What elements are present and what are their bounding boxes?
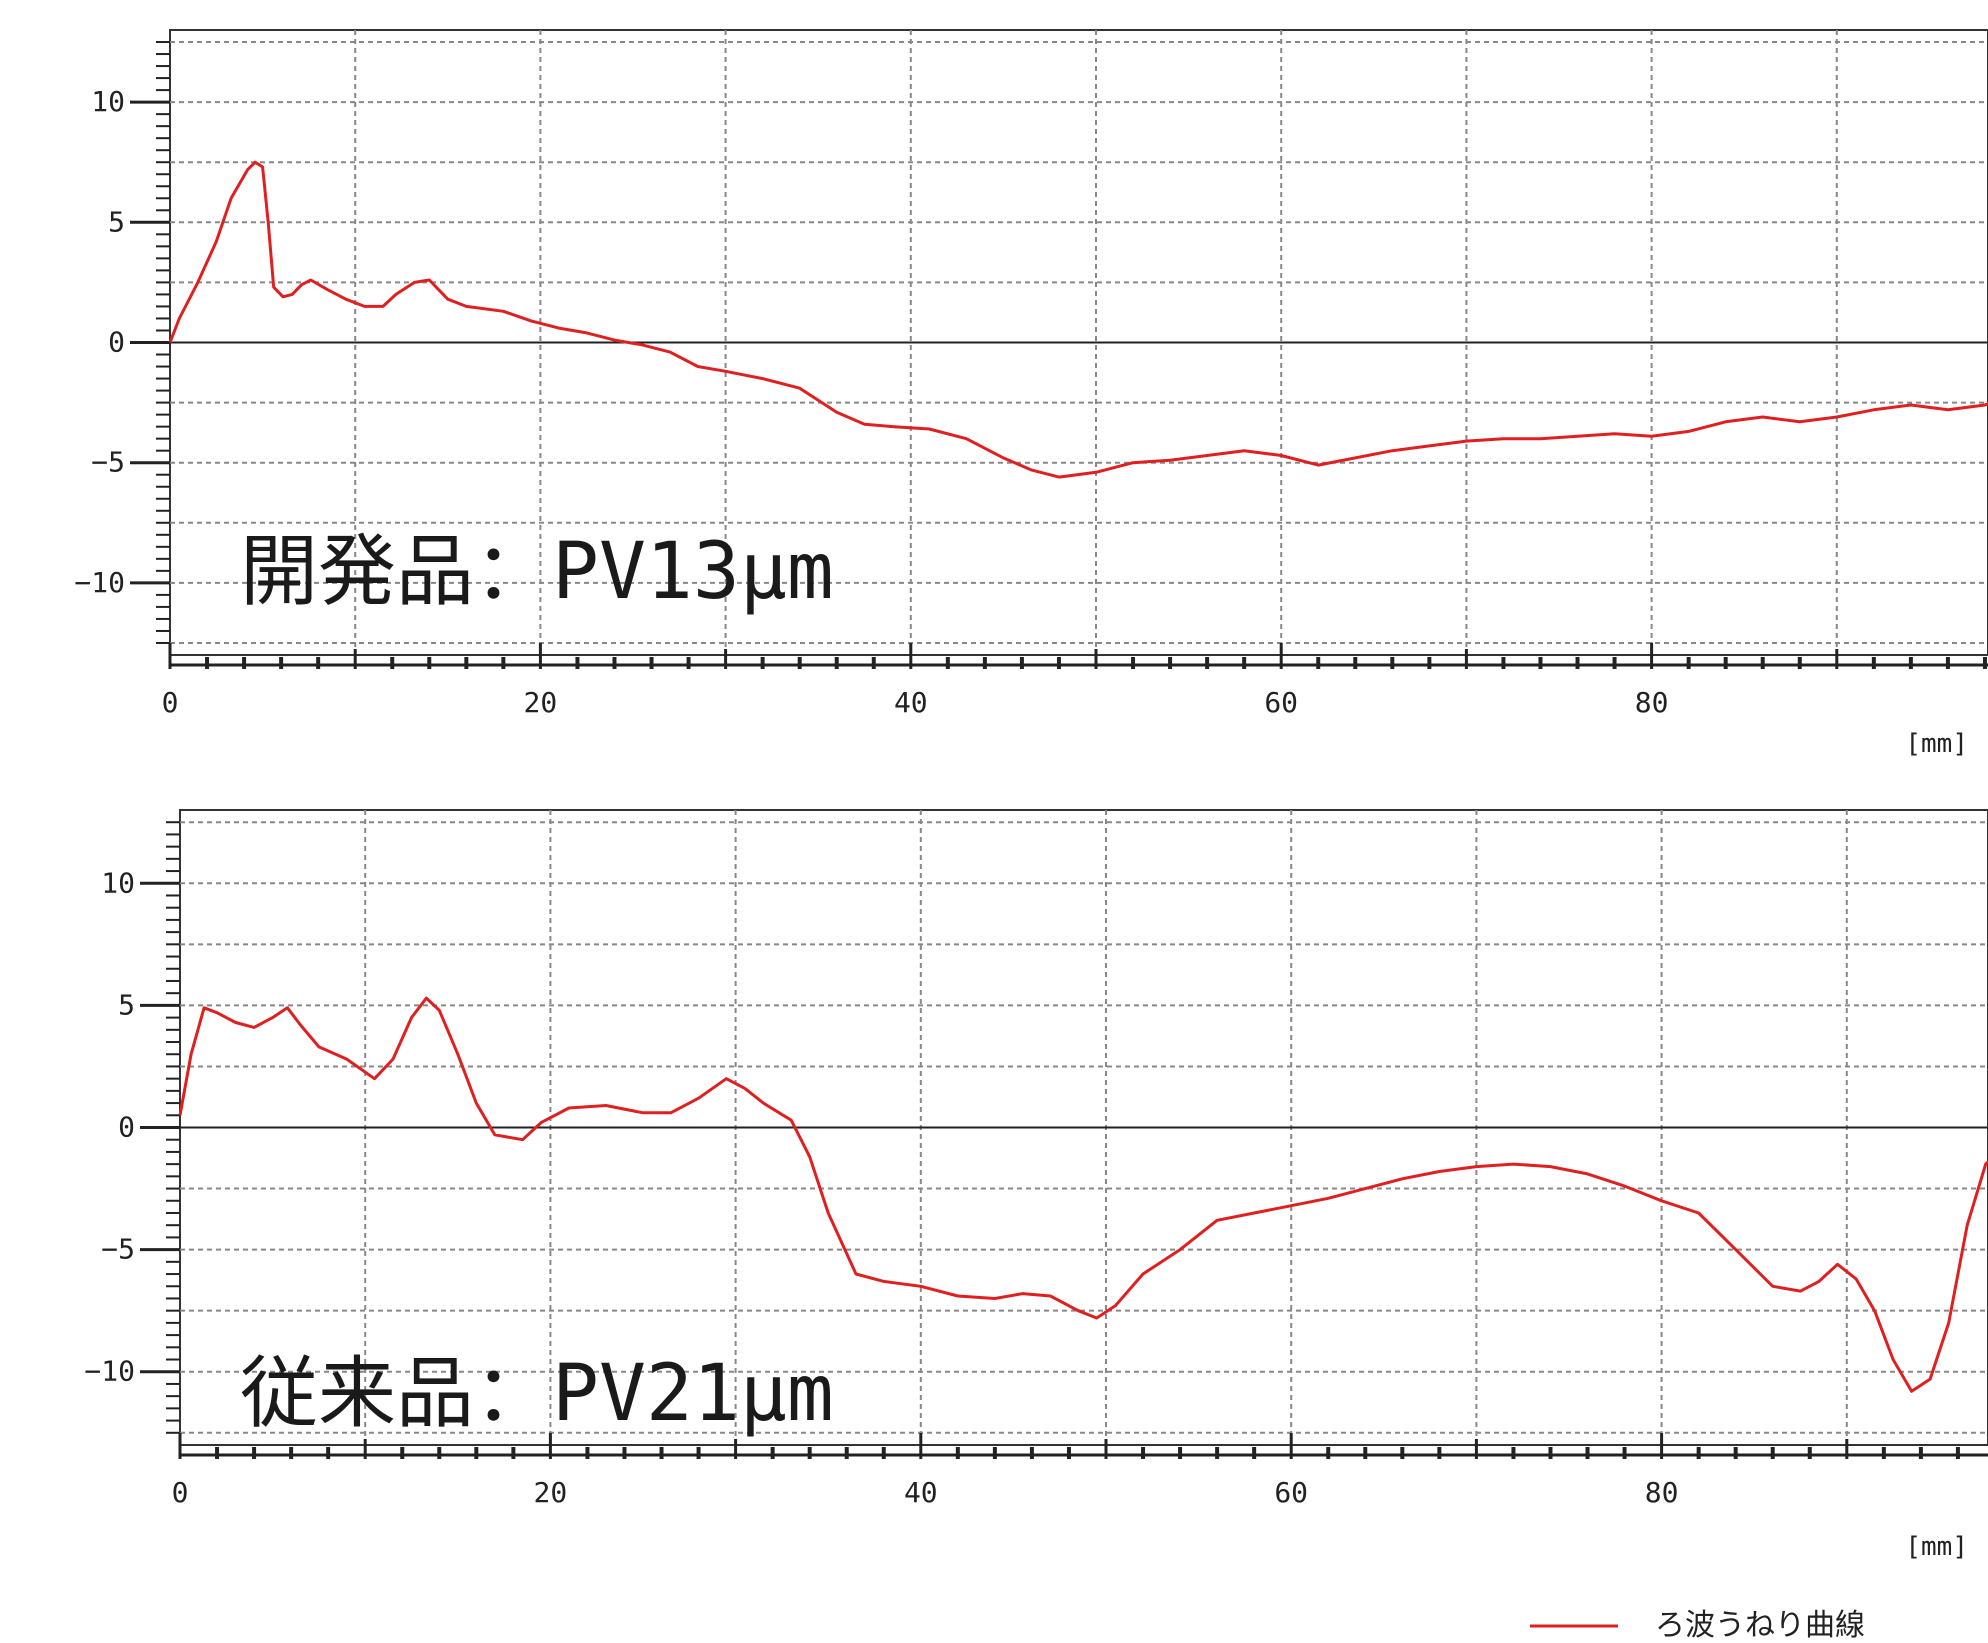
y-tick-label: 5 — [118, 988, 135, 1021]
y-tick-label: 10 — [91, 85, 125, 118]
y-tick-label: 0 — [118, 1111, 135, 1144]
x-unit-label: [mm] — [1905, 729, 1968, 759]
chart-panel-conventional: 10 5 0 −5 −10 0 20 40 60 80 [mm] 従来品：PV21μm — [84, 809, 1988, 1562]
pv-annotation: 従来品：PV21μm — [240, 1349, 834, 1439]
x-tick-label: 20 — [524, 686, 558, 719]
x-tick-label: 0 — [172, 1476, 189, 1509]
x-tick-label: 40 — [904, 1476, 938, 1509]
y-tick-label: 0 — [108, 326, 125, 359]
x-tick-label: 60 — [1274, 1476, 1308, 1509]
x-tick-label: 80 — [1645, 1476, 1679, 1509]
y-tick-label: −5 — [91, 446, 125, 479]
y-tick-label: −5 — [101, 1233, 135, 1266]
x-tick-label: 20 — [534, 1476, 568, 1509]
y-tick-label: 10 — [101, 866, 135, 899]
legend-label: ろ波うねり曲線 — [1655, 1608, 1865, 1638]
chart-panel-developed: 10 5 0 −5 −10 0 20 40 60 80 [mm] 開発品：PV13μm — [74, 29, 1988, 759]
x-unit-label: [mm] — [1905, 1532, 1968, 1562]
pv-annotation: 開発品：PV13μm — [240, 527, 834, 617]
series-line — [168, 160, 1988, 479]
y-tick-label: −10 — [74, 566, 125, 599]
x-tick-label: 60 — [1264, 686, 1298, 719]
legend: ろ波うねり曲線 — [1530, 1608, 1865, 1643]
x-tick-label: 40 — [894, 686, 928, 719]
x-tick-label: 0 — [162, 686, 179, 719]
y-tick-label: 5 — [108, 205, 125, 238]
series-line — [178, 996, 1988, 1393]
y-tick-label: −10 — [84, 1355, 135, 1388]
x-tick-label: 80 — [1635, 686, 1669, 719]
